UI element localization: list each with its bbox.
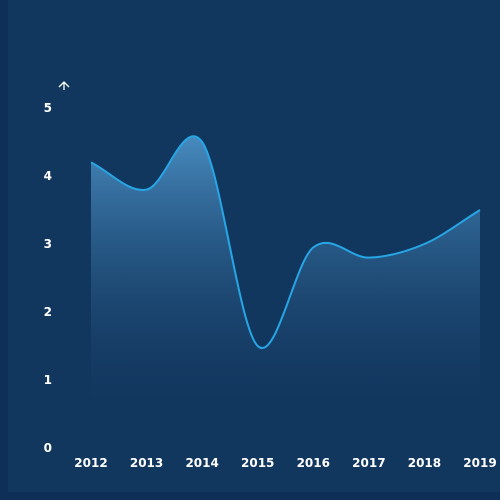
y-tick-label: 5 xyxy=(44,101,52,115)
y-axis-arrow-icon xyxy=(58,81,70,90)
area-fill xyxy=(91,136,480,448)
y-tick-label: 0 xyxy=(44,441,52,455)
y-tick-label: 4 xyxy=(44,169,52,183)
x-tick-label: 2016 xyxy=(297,456,330,470)
y-axis: 0 1 2 3 4 5 xyxy=(44,81,70,455)
x-tick-label: 2018 xyxy=(408,456,441,470)
x-tick-label: 2014 xyxy=(185,456,218,470)
x-tick-label: 2013 xyxy=(130,456,163,470)
x-axis: 2012 2013 2014 2015 2016 2017 2018 2019 xyxy=(74,456,496,470)
x-tick-label: 2019 xyxy=(463,456,496,470)
x-tick-label: 2017 xyxy=(352,456,385,470)
y-tick-label: 1 xyxy=(44,373,52,387)
x-tick-label: 2012 xyxy=(74,456,107,470)
y-tick-label: 3 xyxy=(44,237,52,251)
series-line xyxy=(90,135,481,350)
x-tick-label: 2015 xyxy=(241,456,274,470)
y-tick-label: 2 xyxy=(44,305,52,319)
